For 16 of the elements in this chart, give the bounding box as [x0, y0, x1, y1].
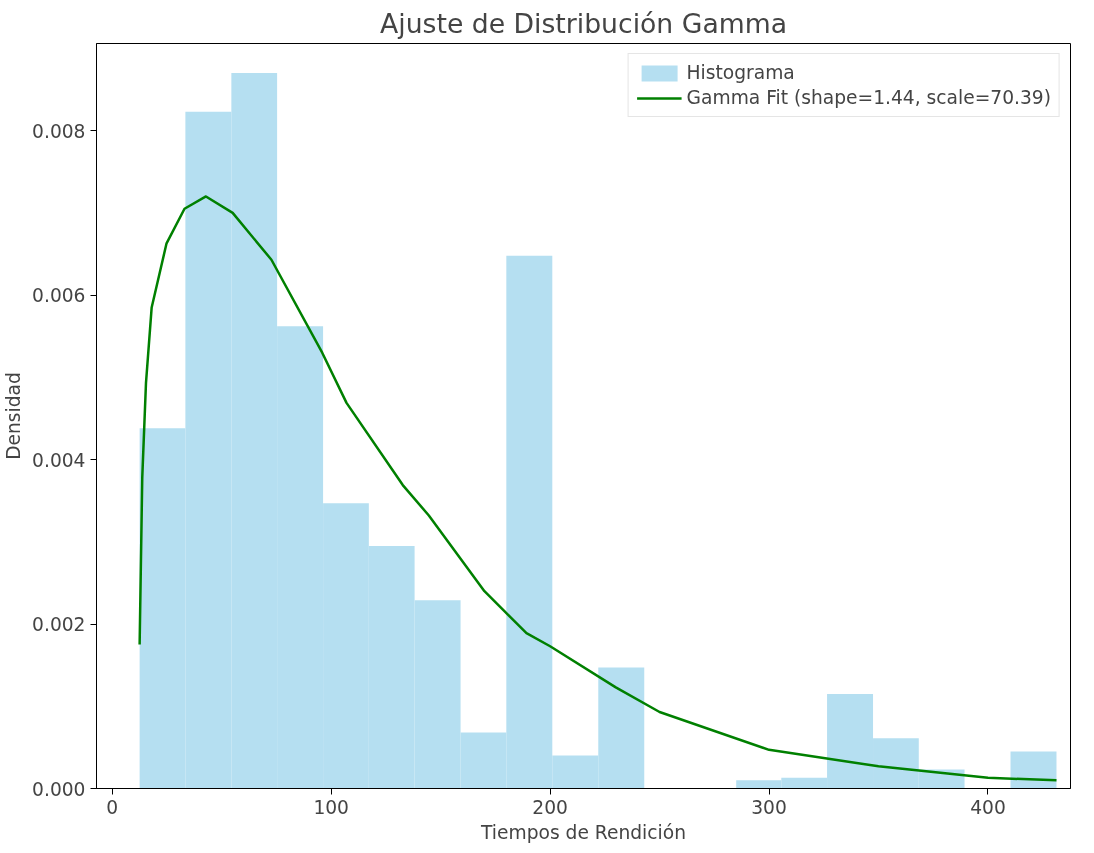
y-tick-label: 0.008: [32, 120, 86, 142]
y-tick-label: 0.006: [32, 285, 86, 307]
legend-label: Gamma Fit (shape=1.44, scale=70.39): [686, 87, 1051, 108]
x-tick-label: 100: [313, 796, 349, 818]
y-axis-title: Densidad: [3, 372, 25, 460]
x-tick-label: 400: [970, 796, 1006, 818]
legend-label: Histograma: [686, 62, 795, 83]
y-tick-label: 0.002: [32, 614, 86, 636]
x-tick-label: 300: [751, 796, 787, 818]
x-axis-title: Tiempos de Rendición: [480, 821, 686, 843]
x-tick-label: 0: [106, 796, 119, 818]
line-series: [138, 195, 1058, 782]
y-tick-label: 0.004: [32, 449, 86, 471]
chart-title: Ajuste de Distribución Gamma: [380, 7, 788, 39]
x-tick-label: 200: [532, 796, 568, 818]
y-tick-label: 0.000: [32, 778, 86, 800]
